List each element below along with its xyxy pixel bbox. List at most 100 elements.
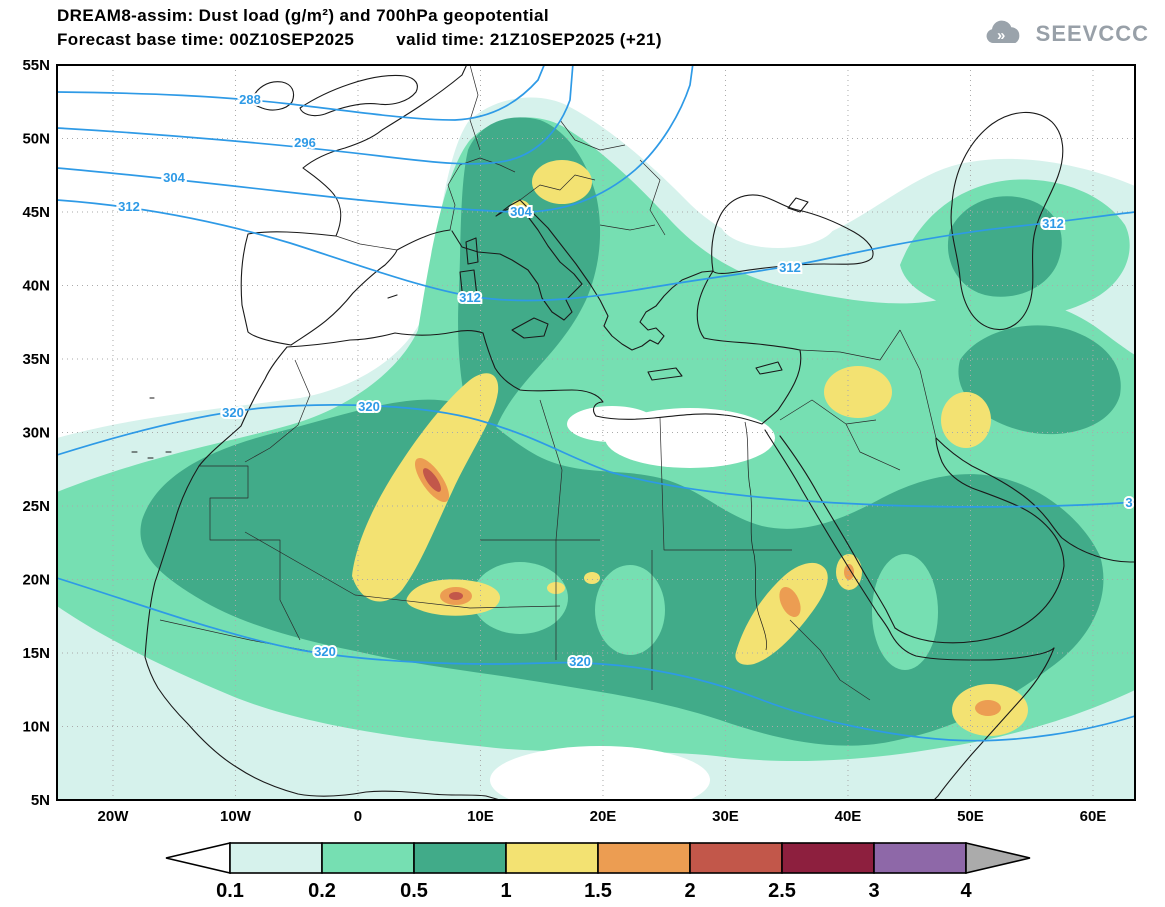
lat-tick-label: 20N <box>22 572 50 589</box>
colorbar-tick-label: 4 <box>960 880 972 902</box>
border-jordan-iraq-saudi <box>779 399 901 471</box>
dust-yellow-north-italy <box>532 160 592 204</box>
colorbar-segment <box>321 842 415 874</box>
border-balkans-2 <box>599 224 656 231</box>
geopotential-contour-label: 288 <box>239 92 261 107</box>
dust-yellow-nw-saudi <box>824 366 892 418</box>
dust-orange-somalia <box>975 700 1001 716</box>
coastline-arabia <box>894 437 1065 644</box>
border-central-europe-1 <box>447 157 516 231</box>
colorbar-segment <box>873 842 967 874</box>
dust-red-niger <box>449 592 463 600</box>
lon-tick-label: 10W <box>220 808 252 825</box>
border-central-europe-4 <box>559 119 626 151</box>
coastline-balkans-greece <box>519 199 714 351</box>
dust-hole-black-sea <box>720 196 836 248</box>
border-libya-egypt <box>659 417 792 551</box>
colorbar-tick-label: 2 <box>684 880 695 902</box>
geopotential-contour-label: 312 <box>1042 216 1064 231</box>
geopotential-contour-label: 312 <box>459 290 481 305</box>
coastline-ireland <box>251 81 295 111</box>
colorbar-tick-label: 3 <box>868 880 879 902</box>
longitude-axis-labels: 20W 10W 0 10E 20E 30E 40E 50E 60E <box>98 808 1107 825</box>
coastline-caspian-sea <box>950 111 1064 330</box>
border-iraq-iran <box>899 329 937 439</box>
coastline-crimea <box>787 197 809 213</box>
coastline-england <box>299 74 418 117</box>
dust-region-0p5-caucasus <box>947 196 1062 297</box>
lat-tick-label: 40N <box>22 278 50 295</box>
lon-tick-label: 30E <box>712 808 739 825</box>
geopotential-contour-label: 320 <box>569 654 591 669</box>
svg-text:»: » <box>997 27 1006 44</box>
lon-tick-label: 50E <box>957 808 984 825</box>
geopotential-contour-312 <box>57 199 1135 302</box>
lat-tick-label: 45N <box>22 204 50 221</box>
valid-time: valid time: 21Z10SEP2025 (+21) <box>396 30 662 49</box>
coastline-red-sea-west <box>764 429 891 633</box>
dust-hole-sirte <box>567 406 657 442</box>
coastline-somalia <box>933 647 1055 800</box>
dust-orange-red-sea <box>844 564 854 580</box>
logo-text: SEEVCCC <box>1035 21 1149 46</box>
geopotential-contour-label: 320 <box>358 399 380 414</box>
dust-load-colorbar: 0.1 0.2 0.5 1 1.5 2 2.5 3 4 <box>165 841 1031 902</box>
dust-yellow-sudan-band <box>735 562 828 665</box>
lat-tick-label: 50N <box>22 131 50 148</box>
coastline-gulf-of-aden <box>889 631 1055 661</box>
latitude-axis-labels: 55N 50N 45N 40N 35N 30N 25N 20N 15N 10N 5N <box>22 57 50 809</box>
border-ethiopia <box>789 619 871 701</box>
colorbar-tick-label: 0.2 <box>308 880 336 902</box>
seevccc-logo: » SEEVCCC <box>983 20 1149 48</box>
geopotential-contour-label: 304 <box>163 170 185 185</box>
lon-tick-label: 20E <box>590 808 617 825</box>
colorbar-segment <box>597 842 691 874</box>
dust-lighter-red-sea-south <box>872 554 938 670</box>
geopotential-contour-288 <box>57 65 546 121</box>
geopotential-contour-320-north <box>57 404 1135 508</box>
geopotential-contour-label: 312 <box>118 199 140 214</box>
lon-tick-label: 10E <box>467 808 494 825</box>
chart-subtitle: Forecast base time: 00Z10SEP2025 valid ti… <box>57 30 662 50</box>
coastlines <box>131 65 1135 800</box>
geopotential-contour-label: 320 <box>314 644 336 659</box>
coastline-crete <box>647 367 683 381</box>
dust-lighter-niger <box>472 562 568 634</box>
colorbar-underflow-arrow <box>165 841 231 875</box>
geopotential-contour-labels: 288 296 304 304 312 312 312 312 320 320 320 320 3 <box>116 90 1134 671</box>
dust-yellow-spot-2 <box>584 572 600 584</box>
chart-title: DREAM8-assim: Dust load (g/m²) and 700hP… <box>57 6 549 25</box>
dust-hole-south <box>490 746 710 800</box>
forecast-base-time: Forecast base time: 00Z10SEP2025 <box>57 30 355 49</box>
colorbar-tick-label: 2.5 <box>768 880 796 902</box>
coastline-black-sea <box>711 194 874 274</box>
colorbar-segment <box>229 842 323 874</box>
colorbar-overflow-arrow <box>965 841 1031 875</box>
country-borders <box>159 65 937 701</box>
geopotential-contour-label: 320 <box>222 405 244 420</box>
colorbar-tick-label: 0.1 <box>216 880 244 902</box>
coastline-iberia-med <box>290 229 451 346</box>
geopotential-contour-label: 304 <box>510 204 532 219</box>
coastline-corsica <box>465 237 479 265</box>
geopotential-contour-label: 3 <box>1125 495 1132 510</box>
lat-tick-label: 25N <box>22 498 50 515</box>
coastline-italy <box>451 199 583 321</box>
dust-yellow-persian-gulf <box>941 392 991 448</box>
border-central-europe-3 <box>519 174 596 201</box>
border-west-sahara <box>199 465 301 641</box>
geopotential-contour-320-south <box>57 577 1135 742</box>
border-central-europe-2 <box>469 65 481 151</box>
dust-lighter-chad <box>595 565 665 655</box>
dust-red-algeria <box>422 468 442 492</box>
coastline-sicily <box>511 317 549 339</box>
lat-tick-label: 30N <box>22 425 50 442</box>
lon-tick-label: 0 <box>354 808 362 825</box>
colorbar-segment <box>505 842 599 874</box>
lat-tick-label: 35N <box>22 351 50 368</box>
lat-tick-label: 15N <box>22 645 50 662</box>
coastline-persian-gulf-iran <box>935 437 1135 563</box>
coastline-sardinia <box>459 269 478 301</box>
